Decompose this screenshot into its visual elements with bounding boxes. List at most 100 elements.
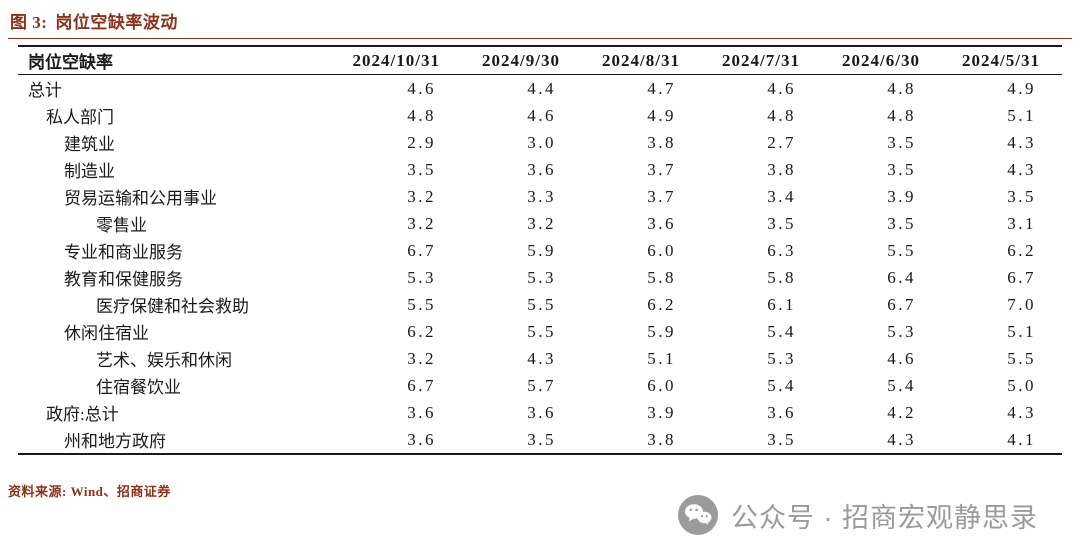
cell-value: 5.4 (767, 375, 796, 395)
column-header-date: 2024/8/31 (602, 50, 680, 70)
source-note: 资料来源: Wind、招商证券 (8, 484, 171, 499)
cell-value: 3.1 (1007, 213, 1036, 233)
cell-value: 5.8 (767, 267, 796, 287)
cell-value: 3.6 (527, 402, 556, 422)
row-label: 零售业 (96, 216, 147, 235)
cell-value: 4.7 (647, 78, 676, 98)
cell-value: 5.1 (1007, 321, 1036, 341)
column-header-category: 岗位空缺率 (28, 53, 113, 72)
cell-value: 4.3 (887, 429, 916, 449)
cell-value: 4.3 (1007, 132, 1036, 152)
row-label: 专业和商业服务 (64, 243, 183, 262)
cell-value: 5.3 (767, 348, 796, 368)
cell-value: 3.5 (767, 213, 796, 233)
cell-value: 6.0 (647, 375, 676, 395)
cell-value: 3.2 (527, 213, 556, 233)
cell-value: 6.0 (647, 240, 676, 260)
cell-value: 3.7 (647, 186, 676, 206)
cell-value: 5.5 (527, 294, 556, 314)
row-label: 教育和保健服务 (64, 270, 183, 289)
row-label: 建筑业 (64, 135, 115, 154)
cell-value: 5.3 (887, 321, 916, 341)
column-header-date: 2024/6/30 (842, 50, 920, 70)
cell-value: 5.1 (647, 348, 676, 368)
cell-value: 5.3 (407, 267, 436, 287)
cell-value: 3.4 (767, 186, 796, 206)
cell-value: 4.3 (527, 348, 556, 368)
cell-value: 3.2 (407, 186, 436, 206)
row-label: 政府:总计 (46, 405, 119, 424)
row-label: 医疗保健和社会救助 (96, 297, 249, 316)
cell-value: 4.1 (1007, 429, 1036, 449)
figure-title: 图 3: 岗位空缺率波动 (0, 0, 1080, 38)
cell-value: 3.6 (407, 429, 436, 449)
cell-value: 5.1 (1007, 105, 1036, 125)
cell-value: 5.4 (767, 321, 796, 341)
cell-value: 4.3 (1007, 402, 1036, 422)
cell-value: 5.5 (527, 321, 556, 341)
cell-value: 4.6 (887, 348, 916, 368)
cell-value: 6.2 (647, 294, 676, 314)
cell-value: 5.0 (1007, 375, 1036, 395)
cell-value: 4.8 (887, 78, 916, 98)
cell-value: 3.2 (407, 213, 436, 233)
cell-value: 3.6 (767, 402, 796, 422)
cell-value: 5.5 (1007, 348, 1036, 368)
vacancy-rate-table: 岗位空缺率 2024/10/31 2024/9/30 2024/8/31 202… (18, 45, 1062, 455)
figure-caption: 岗位空缺率波动 (55, 13, 178, 32)
table-row: 建筑业 2.9 3.0 3.8 2.7 3.5 4.3 (18, 129, 1062, 156)
cell-value: 3.8 (647, 132, 676, 152)
table-row: 休闲住宿业 6.2 5.5 5.9 5.4 5.3 5.1 (18, 318, 1062, 345)
table-row: 艺术、娱乐和休闲 3.2 4.3 5.1 5.3 4.6 5.5 (18, 345, 1062, 372)
table-row: 州和地方政府 3.6 3.5 3.8 3.5 4.3 4.1 (18, 426, 1062, 454)
cell-value: 3.5 (527, 429, 556, 449)
cell-value: 3.6 (647, 213, 676, 233)
table-row: 住宿餐饮业 6.7 5.7 6.0 5.4 5.4 5.0 (18, 372, 1062, 399)
cell-value: 3.5 (887, 159, 916, 179)
column-header-date: 2024/9/30 (482, 50, 560, 70)
cell-value: 5.5 (407, 294, 436, 314)
column-header-date: 2024/7/31 (722, 50, 800, 70)
column-header-date: 2024/10/31 (352, 50, 440, 70)
cell-value: 3.8 (767, 159, 796, 179)
cell-value: 4.8 (887, 105, 916, 125)
cell-value: 2.7 (767, 132, 796, 152)
cell-value: 3.0 (527, 132, 556, 152)
wechat-icon (677, 494, 719, 536)
cell-value: 3.6 (407, 402, 436, 422)
cell-value: 4.9 (647, 105, 676, 125)
cell-value: 5.7 (527, 375, 556, 395)
cell-value: 6.2 (407, 321, 436, 341)
cell-value: 4.8 (407, 105, 436, 125)
cell-value: 4.3 (1007, 159, 1036, 179)
row-label: 州和地方政府 (64, 432, 166, 451)
cell-value: 3.2 (407, 348, 436, 368)
cell-value: 3.5 (1007, 186, 1036, 206)
cell-value: 6.4 (887, 267, 916, 287)
cell-value: 6.7 (887, 294, 916, 314)
table-row: 政府:总计 3.6 3.6 3.9 3.6 4.2 4.3 (18, 399, 1062, 426)
watermark: 公众号 · 招商宏观静思录 (677, 494, 1038, 536)
cell-value: 4.2 (887, 402, 916, 422)
table-row: 教育和保健服务 5.3 5.3 5.8 5.8 6.4 6.7 (18, 264, 1062, 291)
cell-value: 7.0 (1007, 294, 1036, 314)
row-label: 总计 (28, 81, 62, 100)
cell-value: 3.6 (527, 159, 556, 179)
cell-value: 4.6 (767, 78, 796, 98)
table-body: 总计 4.6 4.4 4.7 4.6 4.8 4.9 私人部门 4.8 4.6 4.9 4.8 4.8 5… (18, 75, 1062, 455)
watermark-text: 公众号 · 招商宏观静思录 (731, 502, 1038, 533)
cell-value: 3.8 (647, 429, 676, 449)
table-row: 零售业 3.2 3.2 3.6 3.5 3.5 3.1 (18, 210, 1062, 237)
cell-value: 6.7 (407, 240, 436, 260)
table-header-row: 岗位空缺率 2024/10/31 2024/9/30 2024/8/31 202… (18, 46, 1062, 75)
table-row: 贸易运输和公用事业 3.2 3.3 3.7 3.4 3.9 3.5 (18, 183, 1062, 210)
cell-value: 3.5 (887, 213, 916, 233)
cell-value: 4.6 (527, 105, 556, 125)
cell-value: 5.3 (527, 267, 556, 287)
table-row: 私人部门 4.8 4.6 4.9 4.8 4.8 5.1 (18, 102, 1062, 129)
cell-value: 6.7 (407, 375, 436, 395)
cell-value: 3.5 (407, 159, 436, 179)
row-label: 私人部门 (46, 108, 114, 127)
cell-value: 6.1 (767, 294, 796, 314)
